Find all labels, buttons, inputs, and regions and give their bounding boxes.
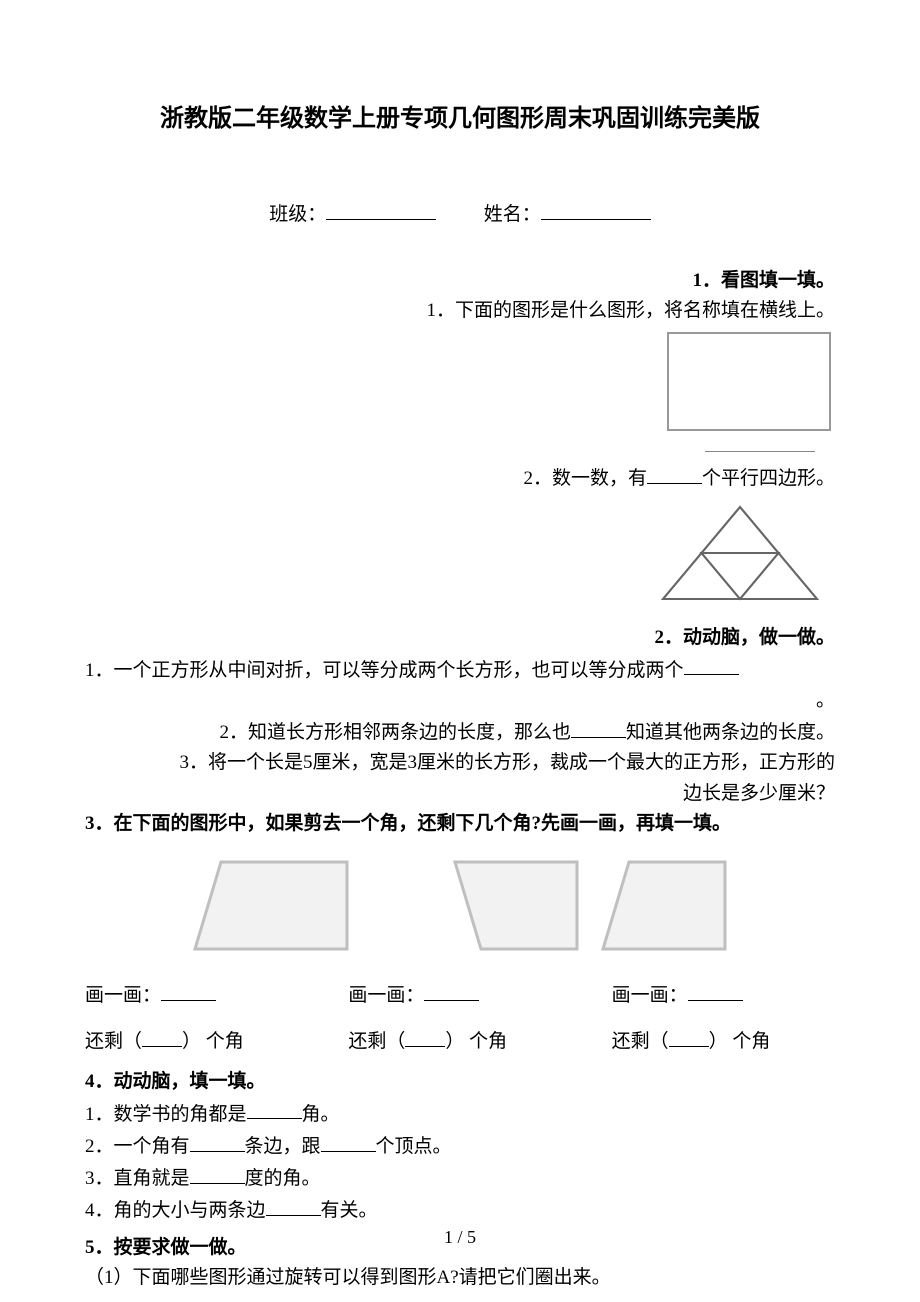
s2-q1-a: 1．一个正方形从中间对折，可以等分成两个长方形，也可以等分成两个 <box>85 659 684 680</box>
q3-r2-t1: ） 个角 <box>182 1031 244 1052</box>
q3-r2-a1: 还剩（ <box>85 1031 142 1052</box>
s2-q2-a: 2．知道长方形相邻两条边的长度，那么也 <box>219 722 571 743</box>
q3-r1-l3: 画一画： <box>612 985 688 1006</box>
s4-q4: 4．角的大小与两条边 有关。 <box>85 1194 835 1226</box>
name-blank[interactable] <box>541 198 651 220</box>
s4-q3: 3．直角就是 度的角。 <box>85 1162 835 1194</box>
class-blank[interactable] <box>326 198 436 220</box>
q3-shapes-row <box>85 858 835 953</box>
q3-r1-b1[interactable] <box>161 979 216 1001</box>
s2-q2-blank[interactable] <box>571 716 626 738</box>
s4-q4-a: 4．角的大小与两条边 <box>85 1200 266 1221</box>
s1-q2-b: 个平行四边形。 <box>702 468 835 489</box>
form-line: 班级： 姓名： <box>85 198 835 230</box>
s4-q2-blank2[interactable] <box>321 1130 376 1152</box>
s1-q1: 1．下面的图形是什么图形，将名称填在横线上。 <box>85 296 835 326</box>
trapezoid-2 <box>451 858 581 953</box>
triangle-figure <box>655 503 825 613</box>
s4-q1: 1．数学书的角都是 角。 <box>85 1098 835 1130</box>
q3-r2-c2: 还剩（ ） 个角 <box>348 1025 571 1057</box>
s4-q1-a: 1．数学书的角都是 <box>85 1103 247 1124</box>
q3-r1-b3[interactable] <box>688 979 743 1001</box>
s2-q1-tail: 。 <box>85 686 835 716</box>
q3-r2-c3: 还剩（ ） 个角 <box>612 1025 835 1057</box>
section-4-heading: 4．动动脑，填一填。 <box>85 1067 835 1097</box>
q3-r2-t3: ） 个角 <box>709 1031 771 1052</box>
s4-q2-b: 条边，跟 <box>245 1136 321 1157</box>
s2-q1: 1．一个正方形从中间对折，可以等分成两个长方形，也可以等分成两个 <box>85 654 835 686</box>
rectangle-caption-blank[interactable] <box>705 435 815 452</box>
q3-row1: 画一画： 画一画： 画一画： <box>85 979 835 1011</box>
q3-r2-t2: ） 个角 <box>445 1031 507 1052</box>
s4-q2-blank1[interactable] <box>190 1130 245 1152</box>
q3-r2-b2[interactable] <box>405 1025 445 1047</box>
page: 浙教版二年级数学上册专项几何图形周末巩固训练完美版 班级： 姓名： 1．看图填一… <box>0 0 920 1302</box>
section-2-heading: 2．动动脑，做一做。 <box>85 623 835 653</box>
s2-q3-a: 3．将一个长是5厘米，宽是3厘米的长方形，裁成一个最大的正方形，正方形的 <box>85 748 835 778</box>
page-footer: 1 / 5 <box>0 1223 920 1252</box>
q3-r1-c2: 画一画： <box>348 979 571 1011</box>
s4-q3-b: 度的角。 <box>245 1168 321 1189</box>
q3-r1-b2[interactable] <box>424 979 479 1001</box>
class-label: 班级： <box>269 204 326 225</box>
s4-q3-a: 3．直角就是 <box>85 1168 190 1189</box>
s2-q1-blank[interactable] <box>684 654 739 676</box>
section-3-heading: 3．在下面的图形中，如果剪去一个角，还剩下几个角?先画一画，再填一填。 <box>85 809 835 839</box>
s1-q2-blank[interactable] <box>647 462 702 484</box>
trapezoid-1 <box>191 858 351 953</box>
name-label: 姓名： <box>484 204 541 225</box>
s5-q1: （1）下面哪些图形通过旋转可以得到图形A?请把它们圈出来。 <box>85 1263 835 1293</box>
section-1-heading: 1．看图填一填。 <box>85 266 835 296</box>
doc-title: 浙教版二年级数学上册专项几何图形周末巩固训练完美版 <box>85 100 835 138</box>
q3-r1-c3: 画一画： <box>612 979 835 1011</box>
s2-q3-b: 边长是多少厘米？ <box>85 779 835 809</box>
s2-q2: 2．知道长方形相邻两条边的长度，那么也 知道其他两条边的长度。 <box>85 716 835 748</box>
q3-r1-l2: 画一画： <box>348 985 424 1006</box>
s1-q2-a: 2．数一数，有 <box>523 468 647 489</box>
q3-r1-c1: 画一画： <box>85 979 308 1011</box>
s4-q2-a: 2．一个角有 <box>85 1136 190 1157</box>
q3-r2-b3[interactable] <box>669 1025 709 1047</box>
s4-q2: 2．一个角有 条边，跟 个顶点。 <box>85 1130 835 1162</box>
q3-r2-a3: 还剩（ <box>612 1031 669 1052</box>
s1-figure-block <box>85 326 835 462</box>
q3-r2-c1: 还剩（ ） 个角 <box>85 1025 308 1057</box>
s4-q4-blank[interactable] <box>266 1194 321 1216</box>
q3-r2-b1[interactable] <box>142 1025 182 1047</box>
s4-q2-c: 个顶点。 <box>376 1136 452 1157</box>
s1-triangle-block <box>85 495 835 623</box>
s2-q2-b: 知道其他两条边的长度。 <box>626 722 835 743</box>
s4-q1-b: 角。 <box>302 1103 340 1124</box>
q3-r1-l1: 画一画： <box>85 985 161 1006</box>
s4-q3-blank[interactable] <box>190 1162 245 1184</box>
rectangle-figure <box>667 332 831 431</box>
trapezoid-3 <box>599 858 729 953</box>
s4-q4-b: 有关。 <box>321 1200 378 1221</box>
s1-q2: 2．数一数，有 个平行四边形。 <box>85 462 835 494</box>
q3-row2: 还剩（ ） 个角 还剩（ ） 个角 还剩（ ） 个角 <box>85 1025 835 1057</box>
s4-q1-blank[interactable] <box>247 1098 302 1120</box>
q3-r2-a2: 还剩（ <box>348 1031 405 1052</box>
